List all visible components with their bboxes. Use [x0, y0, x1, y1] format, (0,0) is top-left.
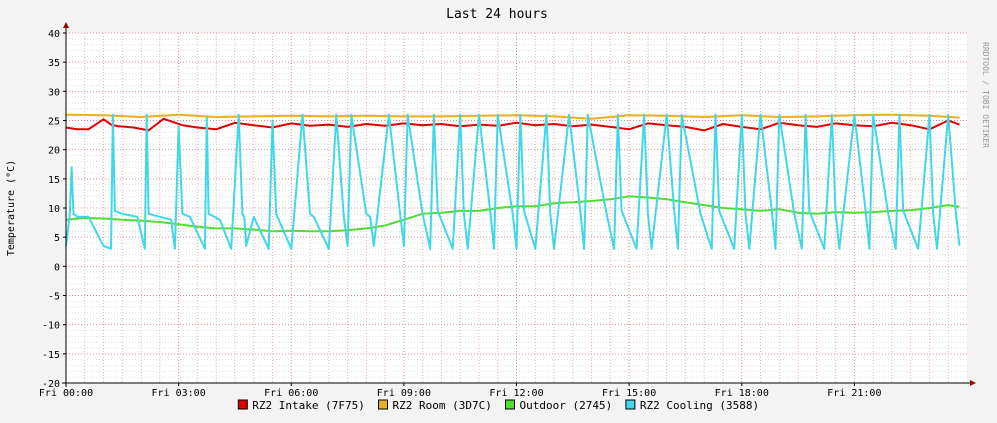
legend-item-4: RZ2 Cooling (3588)	[625, 399, 759, 412]
legend-label: RZ2 Cooling (3588)	[640, 399, 759, 412]
legend-swatch	[237, 399, 248, 410]
legend-label: Outdoor (2745)	[520, 399, 613, 412]
y-axis-label: Temperature (°C)	[6, 160, 17, 256]
legend-label: RZ2 Room (3D7C)	[393, 399, 492, 412]
x-tick-label: Fri 03:00	[152, 388, 206, 399]
x-tick-label: Fri 12:00	[489, 388, 543, 399]
y-tick-label: 35	[48, 58, 60, 69]
y-tick-label: 15	[48, 175, 60, 186]
series-line-3	[65, 195, 960, 233]
legend-label: RZ2 Intake (7F75)	[252, 399, 365, 412]
y-tick-label: 40	[48, 29, 60, 40]
x-tick-label: Fri 09:00	[377, 388, 431, 399]
legend: RZ2 Intake (7F75) RZ2 Room (3D7C) Outdoor …	[237, 399, 759, 412]
y-tick-label: -5	[48, 292, 60, 303]
y-tick-label: -20	[42, 379, 60, 390]
y-tick-label: 30	[48, 87, 60, 98]
grid	[66, 32, 967, 383]
series-lines	[65, 113, 961, 250]
axes	[62, 22, 976, 387]
legend-item-3: Outdoor (2745)	[505, 399, 613, 412]
y-tick-labels: 40 35 30 25 20 15 10 5 0 -5 -10 -15 -20	[42, 29, 60, 390]
series-line-1	[65, 117, 960, 132]
series-line-2	[65, 113, 960, 120]
y-tick-label: 0	[54, 262, 60, 273]
x-tick-label: Fri 15:00	[602, 388, 656, 399]
x-tick-label: Fri 06:00	[264, 388, 318, 399]
legend-swatch	[625, 399, 636, 410]
legend-item-1: RZ2 Intake (7F75)	[237, 399, 365, 412]
y-tick-label: -10	[42, 321, 60, 332]
y-axis-arrow	[63, 22, 69, 28]
legend-item-2: RZ2 Room (3D7C)	[378, 399, 492, 412]
y-tick-label: 5	[54, 233, 60, 244]
y-tick-label: -15	[42, 350, 60, 361]
y-tick-label: 10	[48, 204, 60, 215]
x-tick-labels: Fri 00:00 Fri 03:00 Fri 06:00 Fri 09:00 Fri …	[39, 388, 882, 399]
y-tick-label: 20	[48, 146, 60, 157]
rrdtool-watermark: RRDTOOL / TOBI OETIKER	[981, 42, 990, 148]
y-tick-label: 25	[48, 117, 60, 128]
x-tick-label: Fri 00:00	[39, 388, 93, 399]
series-line-4	[65, 113, 961, 250]
chart-title: Last 24 hours	[446, 7, 548, 22]
legend-swatch	[378, 399, 388, 410]
x-tick-label: Fri 18:00	[715, 388, 769, 399]
legend-swatch	[505, 399, 515, 410]
x-tick-label: Fri 21:00	[827, 388, 881, 399]
x-axis-arrow	[970, 380, 976, 386]
